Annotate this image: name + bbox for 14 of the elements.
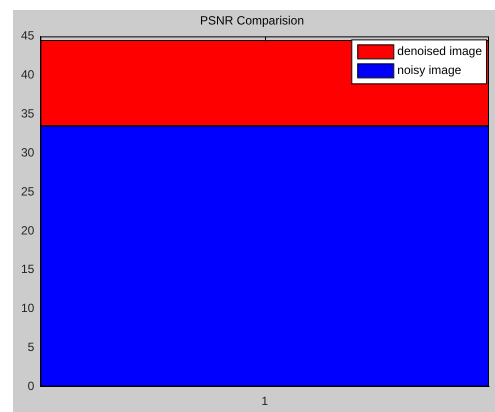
x-tick-label: 1 [261, 394, 268, 408]
y-tick-label: 45 [20, 28, 35, 43]
y-tick-label: 0 [28, 378, 35, 393]
y-tick-label: 15 [20, 262, 35, 276]
y-tick-label: 30 [20, 145, 35, 160]
y-tick-label: 25 [20, 184, 35, 198]
y-tick-label: 10 [20, 301, 35, 316]
chart-title: PSNR Comparision [200, 14, 304, 28]
legend-label: noisy image [397, 63, 462, 78]
legend-label: denoised image [397, 44, 482, 58]
y-tick-label: 5 [28, 340, 35, 354]
y-tick-label: 40 [20, 68, 35, 82]
y-tick-label: 35 [20, 106, 35, 121]
y-tick-label: 20 [20, 223, 35, 238]
